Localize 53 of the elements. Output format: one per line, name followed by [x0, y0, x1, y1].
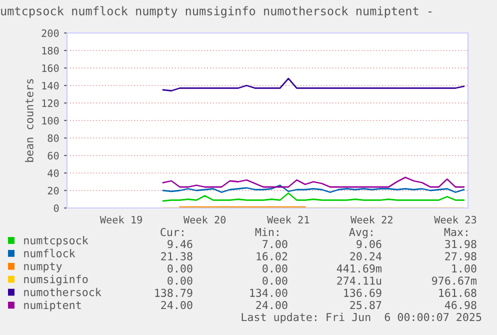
text: 46.98 [444, 300, 476, 310]
y-tick-label: 140 [42, 82, 59, 90]
text: 0.00 [168, 276, 192, 285]
text: 138.79 [155, 288, 192, 297]
text: 0.00 [262, 264, 288, 273]
text: 31.98 [445, 240, 476, 248]
x-tick-label: Week 22 [350, 216, 392, 224]
text: Last update: Fri Jun 6 00:00:07 2025 [242, 312, 482, 324]
legend-label: numflock [24, 248, 76, 258]
text: 16.02 [256, 252, 288, 260]
text: Min: [255, 228, 278, 236]
legend-label: numsiginfo [24, 274, 88, 286]
y-tick-label: 160 [42, 64, 59, 72]
legend-label: numtcpsock [24, 236, 88, 247]
text: 1.00 [452, 264, 476, 273]
text: 0.00 [168, 264, 192, 273]
y-tick-label: 100 [42, 116, 59, 125]
text: 161.68 [439, 288, 476, 297]
y-tick-label: 0 [54, 204, 59, 212]
x-tick-label: Week 20 [183, 216, 226, 224]
y-tick-label: 80 [48, 134, 59, 142]
y-tick-label: 200 [42, 29, 59, 38]
legend-label: numothersock [24, 288, 102, 296]
text: 134.00 [250, 288, 288, 297]
legend-label: numiptent [24, 300, 81, 312]
text: 274.11u [337, 276, 382, 285]
text: 7.00 [262, 240, 288, 248]
text: 20.24 [350, 252, 382, 260]
text: 0.00 [262, 276, 288, 285]
x-tick-label: Week 19 [100, 216, 142, 224]
x-tick-label: Week 23 [434, 216, 476, 224]
text: 24.00 [256, 300, 288, 310]
y-tick-label: 20 [48, 186, 59, 195]
y-tick-label: 40 [48, 169, 59, 178]
y-tick-label: 120 [42, 99, 59, 108]
text: 27.98 [445, 252, 476, 260]
text: 24.00 [161, 300, 192, 310]
chart-title: umtcpsock numflock numpty numsiginfo numothersock numiptent - [1, 6, 432, 18]
text: Cur: [160, 228, 184, 236]
text: 976.67m [432, 276, 476, 285]
text: 441.69m [336, 264, 382, 273]
y-tick-label: 180 [42, 46, 59, 55]
text: 9.06 [356, 240, 382, 248]
y-axis-title: bean counters [25, 79, 34, 162]
text: 9.46 [168, 240, 192, 248]
text: 25.87 [350, 300, 382, 310]
text: Max: [444, 228, 468, 236]
y-tick-label: 60 [48, 152, 59, 160]
x-tick-label: Week 21 [267, 216, 310, 224]
text: 21.38 [161, 252, 192, 260]
text: Avg: [349, 228, 372, 238]
text: 136.69 [344, 288, 382, 297]
legend-label: numpty [24, 262, 62, 272]
